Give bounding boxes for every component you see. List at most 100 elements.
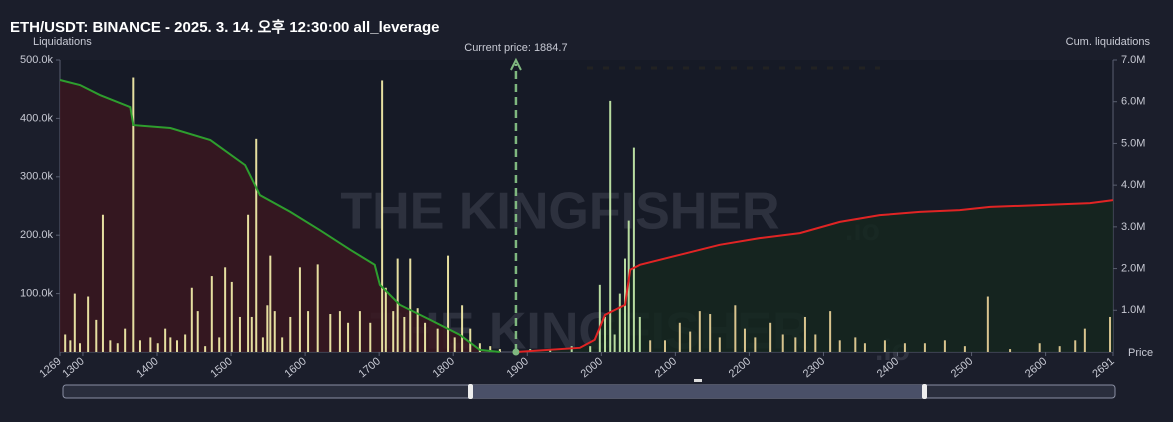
bar [149, 337, 152, 352]
bar [1058, 346, 1061, 352]
bar [923, 343, 926, 352]
y2-tick-label: 7.0M [1121, 54, 1145, 66]
bar [138, 340, 141, 352]
y2-tick-label: 3.0M [1121, 221, 1145, 233]
y2-tick-label: 1.0M [1121, 304, 1145, 316]
watermark: THE KINGFISHER [340, 183, 779, 241]
y2-tick-label: 4.0M [1121, 179, 1145, 191]
bar [250, 316, 253, 352]
bar [261, 337, 264, 352]
bar [689, 331, 692, 352]
bar [781, 334, 784, 352]
bar [963, 346, 966, 352]
bar [164, 328, 167, 352]
bar [176, 340, 178, 352]
bar [829, 311, 832, 352]
bar [196, 311, 199, 352]
bar [838, 340, 841, 352]
bar [769, 322, 772, 352]
range-slider[interactable] [62, 379, 1116, 399]
bar [649, 340, 652, 352]
bar [124, 328, 127, 352]
bar [883, 340, 886, 352]
bar [794, 337, 797, 352]
bar [424, 322, 427, 352]
bar [255, 138, 258, 352]
bar [478, 343, 481, 352]
bar [184, 334, 187, 352]
bar [392, 311, 395, 352]
bar [436, 328, 439, 352]
bar [95, 319, 98, 352]
bar [269, 255, 272, 352]
bar [230, 281, 233, 352]
bar [613, 334, 616, 352]
bar [589, 346, 592, 352]
bar [698, 311, 701, 352]
slider-handle[interactable] [922, 384, 927, 399]
bar [453, 337, 456, 352]
bar [598, 284, 601, 352]
y-tick-label: 200.0k [20, 229, 54, 241]
bar [307, 311, 310, 352]
cum-line [59, 79, 500, 353]
slider-grip[interactable] [694, 379, 702, 382]
y2-tick-label: 6.0M [1121, 96, 1145, 108]
bar [1038, 343, 1041, 352]
bar [618, 293, 621, 352]
x-axis-label: Price [1128, 347, 1153, 359]
bar [814, 334, 817, 352]
bar [73, 293, 76, 352]
bar [384, 287, 387, 352]
cum-line [516, 199, 1114, 353]
bar [743, 328, 746, 352]
bar [224, 267, 227, 352]
bar [101, 214, 104, 352]
current-price-label: Current price: 1884.7 [464, 42, 567, 54]
bar [316, 264, 319, 352]
bar [709, 314, 712, 352]
bar [416, 308, 419, 352]
bar [609, 100, 612, 352]
y-tick-label: 100.0k [20, 288, 54, 300]
bar [204, 346, 207, 352]
slider-range[interactable] [470, 385, 925, 398]
bar [266, 305, 269, 352]
bar [734, 305, 737, 352]
bar [64, 334, 67, 352]
bar [1109, 316, 1112, 352]
bar [69, 340, 72, 352]
bar [604, 316, 607, 352]
bar [132, 77, 135, 353]
bar [469, 328, 472, 352]
bar [632, 147, 635, 352]
bar [358, 311, 361, 352]
plot-layers: 100.0k 200.0k 300.0k 400.0k 500.0k 1.0M 2.0M 3.… [20, 42, 1146, 380]
y-axis-label: Liquidations [33, 36, 92, 48]
bar [190, 287, 193, 352]
slider-handle[interactable] [468, 384, 473, 399]
bar [638, 316, 641, 352]
bar [854, 337, 857, 352]
bar [498, 349, 501, 352]
current-price-arrow [510, 57, 522, 71]
bar [409, 258, 412, 352]
bar [238, 316, 241, 352]
bar [718, 337, 721, 352]
bar [1074, 340, 1077, 352]
bar [903, 343, 906, 352]
bar [273, 311, 276, 352]
bar [447, 255, 450, 352]
bar [116, 343, 119, 352]
y-tick-label: 400.0k [20, 112, 54, 124]
bar [678, 322, 681, 352]
bar [281, 337, 284, 352]
bar [803, 316, 806, 352]
bar [289, 316, 292, 352]
chart-title: ETH/USDT: BINANCE - 2025. 3. 14. 오후 12:3… [10, 19, 439, 36]
current-price-dot [512, 348, 520, 356]
bar [338, 311, 341, 352]
y-tick-label: 300.0k [20, 171, 54, 183]
bar [754, 337, 757, 352]
